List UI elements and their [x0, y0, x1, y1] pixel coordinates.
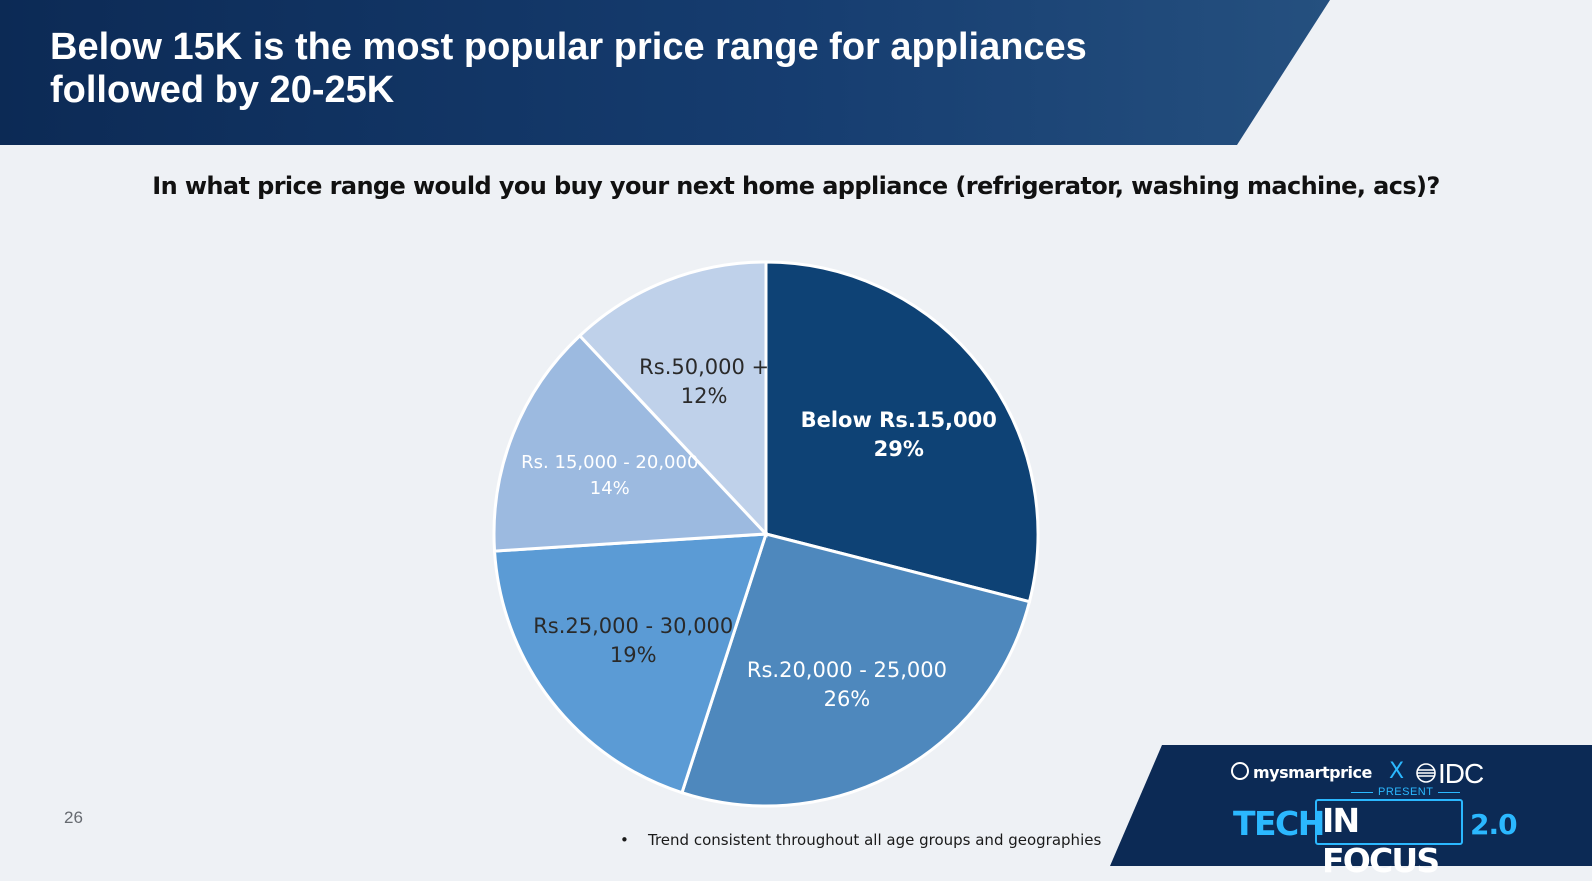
pie-slice: [577, 260, 768, 538]
slice-label: Rs. 15,000 - 20,000: [521, 452, 698, 473]
slice-value-label: 26%: [824, 687, 871, 711]
pie-slice: [492, 532, 769, 795]
brand-in-focus: IN FOCUS: [1315, 799, 1463, 880]
header-banner: [0, 0, 1330, 145]
brand-x: X: [1389, 759, 1405, 784]
slice-value-label: 12%: [681, 384, 728, 408]
pie-slice: [680, 532, 1032, 808]
slice-value-label: 29%: [874, 437, 924, 461]
brand-mysmartprice: mysmartprice: [1253, 763, 1372, 782]
brand-version: 2.0: [1470, 808, 1518, 841]
brand-present: PRESENT: [1346, 786, 1465, 798]
survey-question: In what price range would you buy your n…: [152, 172, 1440, 200]
brand-panel: [1110, 745, 1592, 866]
pie-slice: [492, 333, 770, 553]
slice-label: Rs.20,000 - 25,000: [747, 658, 947, 682]
footnote: • Trend consistent throughout all age gro…: [620, 831, 1101, 849]
brand-tech: TECH: [1233, 804, 1325, 843]
page-number: 26: [64, 808, 83, 827]
slice-label: Rs.50,000 +: [639, 355, 769, 379]
pie-slice: [764, 260, 1040, 604]
slice-label: Rs.25,000 - 30,000: [533, 614, 733, 638]
brand-idc: IDC: [1438, 758, 1484, 789]
mysmartprice-logo-icon: [1231, 762, 1249, 780]
footnote-text: Trend consistent throughout all age grou…: [648, 831, 1102, 849]
slide-title: Below 15K is the most popular price rang…: [50, 26, 1087, 111]
footnote-bullet: •: [620, 831, 629, 849]
slice-value-label: 19%: [610, 643, 657, 667]
slice-value-label: 14%: [590, 478, 630, 499]
slice-label: Below Rs.15,000: [801, 408, 997, 432]
idc-globe-icon: [1416, 763, 1436, 783]
